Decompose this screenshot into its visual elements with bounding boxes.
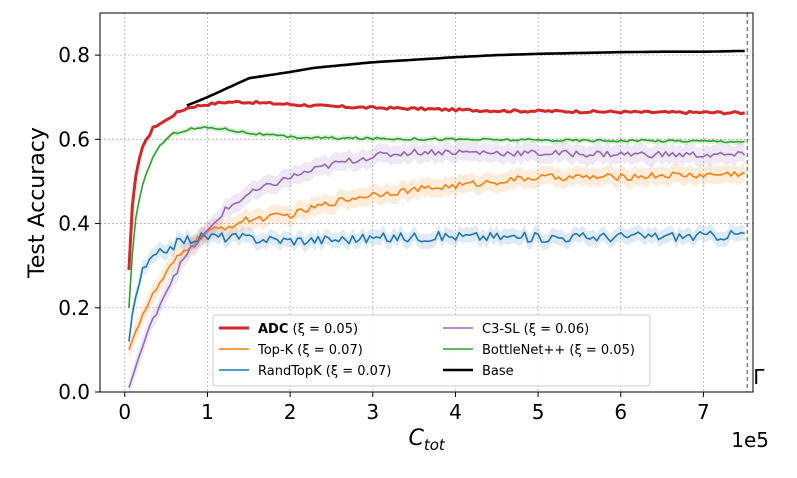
legend-entry-param: (ξ = 0.05) [288,322,358,337]
y-tick-label: 0.0 [58,380,90,404]
legend-entry: Top-K (ξ = 0.07) [257,343,363,358]
legend-entry: ADC (ξ = 0.05) [258,322,358,337]
series-lines [127,49,746,389]
x-tick-label: 6 [614,400,627,424]
y-tick-label: 0.4 [58,212,90,236]
x-tick-label: 0 [118,400,131,424]
x-axis-label: Ctot [409,426,446,454]
series-line-base [186,49,745,107]
gamma-label: Γ [753,365,765,389]
axis-ticks: 0 1 2 3 4 5 6 7 0.0 0.2 0.4 0.6 0.8 [58,43,710,424]
series-line-bottlenet [128,126,745,308]
legend-entry-name: Base [482,364,514,379]
legend-entry: BottleNet++ (ξ = 0.05) [482,343,635,358]
x-tick-label: 4 [449,400,462,424]
band-randtopk [128,223,745,349]
y-tick-label: 0.2 [58,296,90,320]
x-tick-label: 3 [366,400,379,424]
series-line-adc [127,99,746,270]
legend-entry: C3-SL (ξ = 0.06) [482,322,589,337]
legend-entry-param: (ξ = 0.07) [322,364,392,379]
series-line-top-k [128,171,746,351]
x-tick-label: 1 [201,400,214,424]
legend-box [212,314,651,387]
y-axis-label: Test Accuracy [25,127,50,279]
x-axis-scale-label: 1e5 [731,428,769,452]
legend-entry-name: BottleNet++ [482,343,565,358]
x-tick-label: 7 [697,400,710,424]
x-tick-label: 2 [284,400,297,424]
y-tick-label: 0.6 [58,127,90,151]
x-axis-label-main: C [409,426,425,451]
legend: ADC (ξ = 0.05)Top-K (ξ = 0.07)RandTopK (… [212,314,651,387]
series-line-randtopk [128,229,745,342]
legend-entry: RandTopK (ξ = 0.07) [258,364,391,379]
y-tick-label: 0.8 [58,43,90,67]
legend-entry: Base [482,364,514,379]
legend-entry-name: RandTopK [258,364,322,379]
legend-entry-param: (ξ = 0.07) [293,343,363,358]
x-tick-label: 5 [532,400,545,424]
legend-entry-name: Top-K [257,343,294,358]
plot-frame [99,12,754,393]
band-top-k [128,162,745,360]
x-axis-label-subscript: tot [424,436,446,454]
series-line-c3-sl [128,148,746,389]
legend-entry-param: (ξ = 0.06) [520,322,590,337]
legend-entry-name: ADC [258,322,288,337]
legend-entry-param: (ξ = 0.05) [565,343,635,358]
legend-entry-name: C3-SL [482,322,520,337]
